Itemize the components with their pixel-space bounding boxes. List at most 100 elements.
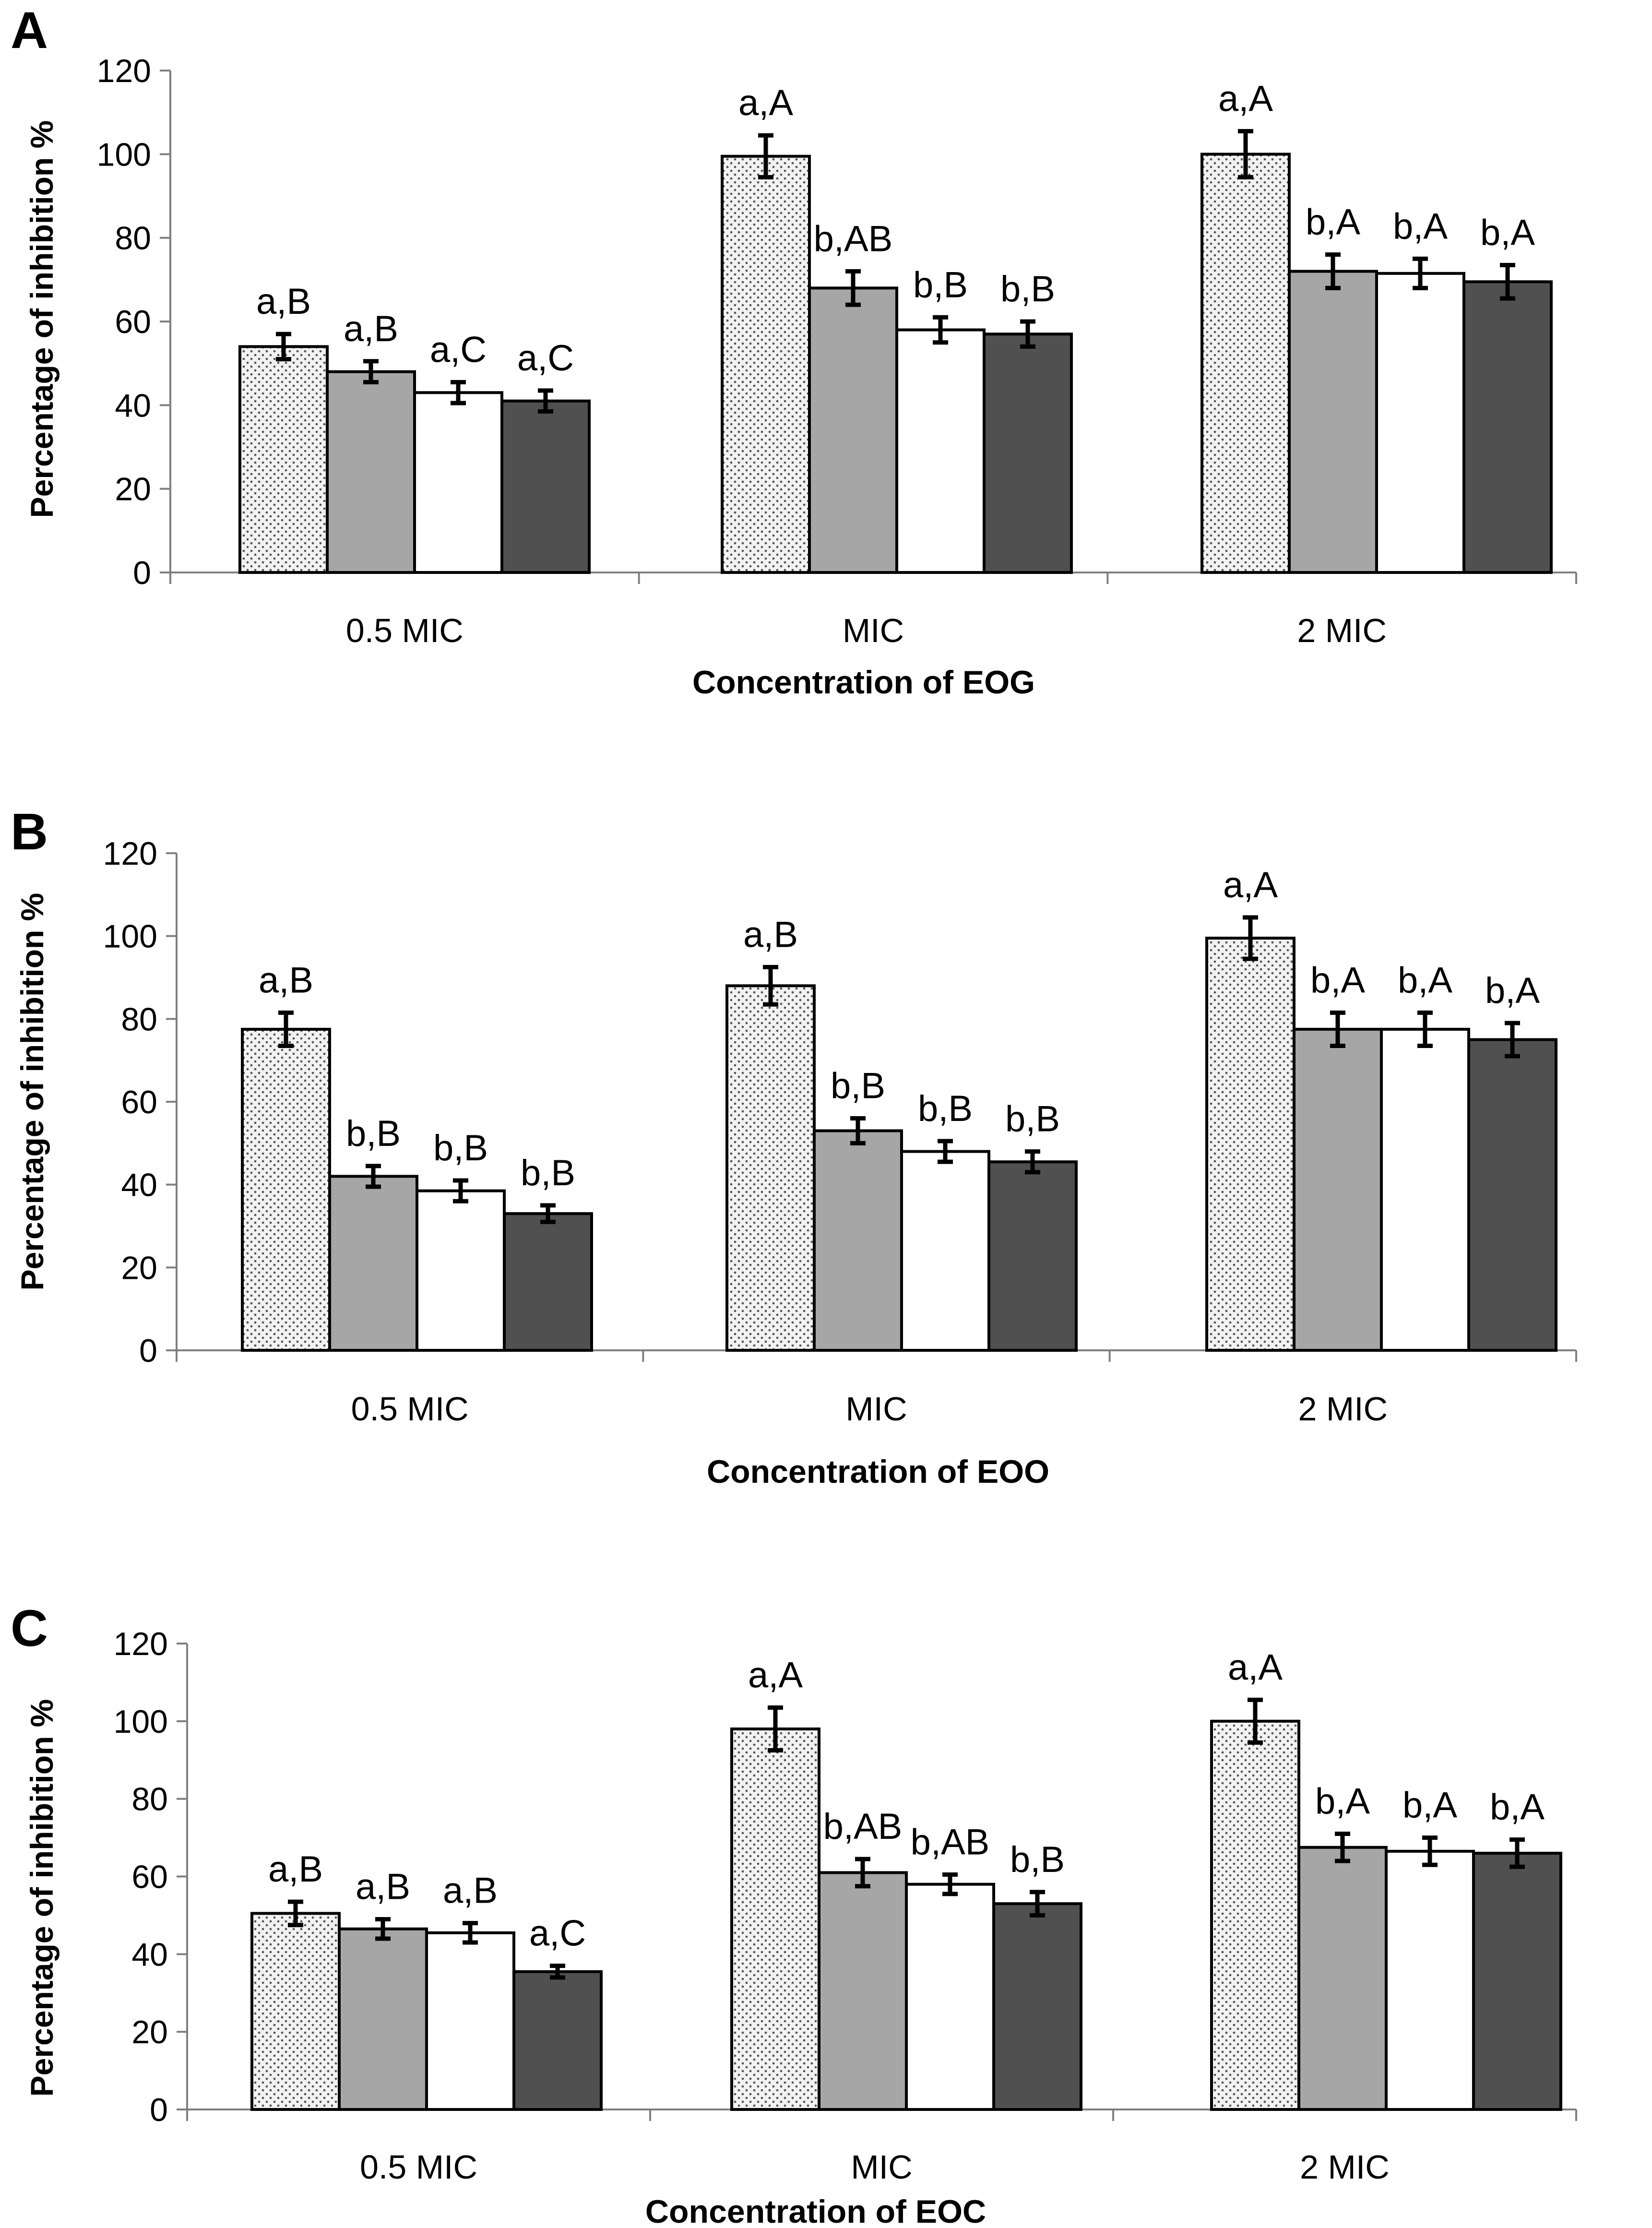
panel-a-y-tick-label: 120 xyxy=(97,53,151,89)
panel-c-y-tick-label: 20 xyxy=(131,2014,168,2050)
panel-b-y-axis-title: Percentage of inhibition % xyxy=(14,893,50,1291)
panel-b-plot: 0 20 40 60 80 100 120 0.5 MIC MIC 2 MIC a,B a,B a,A b… xyxy=(103,835,1577,1428)
panel-c-bar-white xyxy=(425,1931,515,2111)
panel-b-y-tick-label: 100 xyxy=(103,918,157,955)
panel-b-x-tick-label: 0.5 MIC xyxy=(351,1390,469,1428)
panel-b-bar-label: a,B xyxy=(743,914,798,955)
panel-a-bar-label: b,B xyxy=(1000,269,1055,310)
panel-a-y-tick-label: 0 xyxy=(133,555,151,591)
panel-b-bar-dark-gray xyxy=(987,1160,1078,1352)
panel-c-bar-label: b,A xyxy=(1490,1787,1545,1828)
panel-b-bar-white xyxy=(900,1150,990,1352)
panel-a-x-tick-label: MIC xyxy=(843,612,904,649)
panel-b-bar-label: b,A xyxy=(1310,960,1365,1001)
panel-c-bar-dotted xyxy=(250,1912,341,2111)
panel-c-bar-label: a,B xyxy=(356,1867,410,1907)
panel-c-y-tick-label: 60 xyxy=(131,1859,168,1895)
panel-a-bar-label: b,B xyxy=(913,264,968,305)
panel-b-bar-light-gray xyxy=(813,1129,903,1352)
panel-a-bar-dark-gray xyxy=(500,399,591,574)
panel-c-y-tick-label: 0 xyxy=(150,2092,168,2128)
panel-c-bar-dotted xyxy=(730,1728,820,2111)
panel-a-bar-dark-gray xyxy=(1462,280,1553,574)
panel-a-y-tick-label: 20 xyxy=(115,471,151,508)
panel-a-y-tick-label: 40 xyxy=(115,387,151,424)
panel-c-x-tick-label: MIC xyxy=(851,2148,912,2186)
panel-c-bar-label: a,A xyxy=(1228,1647,1283,1688)
panel-c-y-tick-label: 40 xyxy=(131,1936,168,1973)
panel-a-bar-light-gray xyxy=(808,286,898,574)
panel-c-y-tick-label: 120 xyxy=(114,1626,168,1662)
panel-a-x-tick-label: 2 MIC xyxy=(1297,612,1387,649)
panel-c-bar-dark-gray xyxy=(1472,1851,1562,2111)
panel-c-y-tick-label: 100 xyxy=(114,1704,168,1740)
panel-a-x-tick-label: 0.5 MIC xyxy=(346,612,464,649)
panel-c-bar-light-gray xyxy=(818,1871,908,2111)
panel-a-bar-label: b,A xyxy=(1480,212,1535,253)
panel-c-bar-label: a,C xyxy=(529,1913,586,1954)
panel-a-bar-label: a,B xyxy=(344,309,398,349)
panel-a-bar-white xyxy=(1375,272,1465,574)
panel-b-bar-label: b,A xyxy=(1485,970,1540,1011)
panel-a-bar-label: a,A xyxy=(738,83,793,123)
panel-b-bar-label: b,B xyxy=(433,1128,488,1168)
panel-b-bar-dotted xyxy=(241,1027,331,1352)
panel-b-bar-dotted xyxy=(1205,936,1295,1352)
panel-a-bar-light-gray xyxy=(326,370,416,574)
panel-b-y-tick-label: 40 xyxy=(121,1167,157,1203)
panel-a-y-tick-label: 100 xyxy=(97,136,151,173)
panel-a-y-axis-title: Percentage of inhibition % xyxy=(24,120,59,518)
panel-c-bar-dotted xyxy=(1210,1719,1300,2111)
panel-a-bar-dark-gray xyxy=(983,333,1073,574)
panel-b-x-tick-label: 2 MIC xyxy=(1298,1390,1388,1428)
panel-a-letter: A xyxy=(11,1,48,59)
panel-b-y-tick-label: 80 xyxy=(121,1001,157,1037)
panel-b-x-axis-title: Concentration of EOO xyxy=(707,1454,1049,1490)
panel-a-y-tick-label: 60 xyxy=(115,304,151,340)
panel-c-bar-light-gray xyxy=(338,1927,428,2111)
panel-a: A Percentage of inhibition % Concentrati… xyxy=(11,1,1577,701)
panel-b-x-tick-label: MIC xyxy=(845,1390,907,1428)
panel-c: C Percentage of inhibition % Concentrati… xyxy=(11,1599,1577,2228)
panel-a-bar-dotted xyxy=(721,155,811,574)
panel-a-plot: 0 20 40 60 80 100 120 0.5 MIC MIC 2 MIC a,B a,A a,A a… xyxy=(97,53,1577,649)
panel-b-bar-label: b,B xyxy=(831,1066,885,1107)
panel-c-bar-dark-gray xyxy=(992,1902,1082,2111)
panel-a-bar-label: b,AB xyxy=(814,218,893,259)
panel-a-bar-white xyxy=(413,391,503,574)
panel-b-bar-light-gray xyxy=(1293,1027,1383,1352)
panel-c-bar-label: a,B xyxy=(268,1849,323,1890)
panel-b-y-tick-label: 0 xyxy=(139,1333,157,1369)
panel-a-bar-label: a,C xyxy=(430,329,487,370)
panel-b: B Percentage of inhibition % Concentrati… xyxy=(11,802,1577,1490)
panel-b-bar-white xyxy=(1380,1027,1470,1352)
panel-b-bar-label: b,B xyxy=(1005,1099,1060,1140)
panel-a-bar-light-gray xyxy=(1288,270,1378,574)
panel-b-bar-label: a,B xyxy=(259,960,313,1001)
panel-a-x-axis-title: Concentration of EOG xyxy=(692,664,1035,701)
panel-b-bar-label: b,B xyxy=(521,1153,575,1193)
panel-c-bar-label: b,AB xyxy=(823,1806,903,1847)
panel-c-bar-label: b,AB xyxy=(911,1822,990,1862)
panel-c-bar-label: b,A xyxy=(1402,1785,1457,1826)
panel-a-bar-label: a,C xyxy=(517,338,574,379)
panel-a-bar-white xyxy=(895,328,986,574)
panel-a-bar-dotted xyxy=(1200,153,1291,574)
panel-b-letter: B xyxy=(11,802,48,860)
panel-c-bar-label: a,A xyxy=(748,1655,803,1696)
panel-b-bar-label: b,B xyxy=(918,1088,973,1129)
panel-b-bar-dotted xyxy=(725,984,816,1352)
panel-a-bar-dotted xyxy=(238,345,329,574)
panel-c-y-axis-title: Percentage of inhibition % xyxy=(24,1699,59,2097)
panel-b-bar-light-gray xyxy=(328,1175,418,1352)
panel-a-bar-label: a,A xyxy=(1218,78,1273,119)
panel-c-bar-label: b,A xyxy=(1315,1781,1370,1822)
panel-c-bar-white xyxy=(905,1882,995,2111)
panel-c-x-tick-label: 2 MIC xyxy=(1300,2148,1390,2186)
panel-a-y-tick-label: 80 xyxy=(115,220,151,257)
panel-b-bar-label: b,A xyxy=(1398,960,1452,1001)
panel-c-bar-dark-gray xyxy=(512,1970,603,2111)
panel-a-bar-label: b,A xyxy=(1393,206,1448,247)
panel-c-plot: 0 20 40 60 80 100 120 0.5 MIC MIC 2 MIC a,B a,A a,A a… xyxy=(114,1626,1577,2186)
